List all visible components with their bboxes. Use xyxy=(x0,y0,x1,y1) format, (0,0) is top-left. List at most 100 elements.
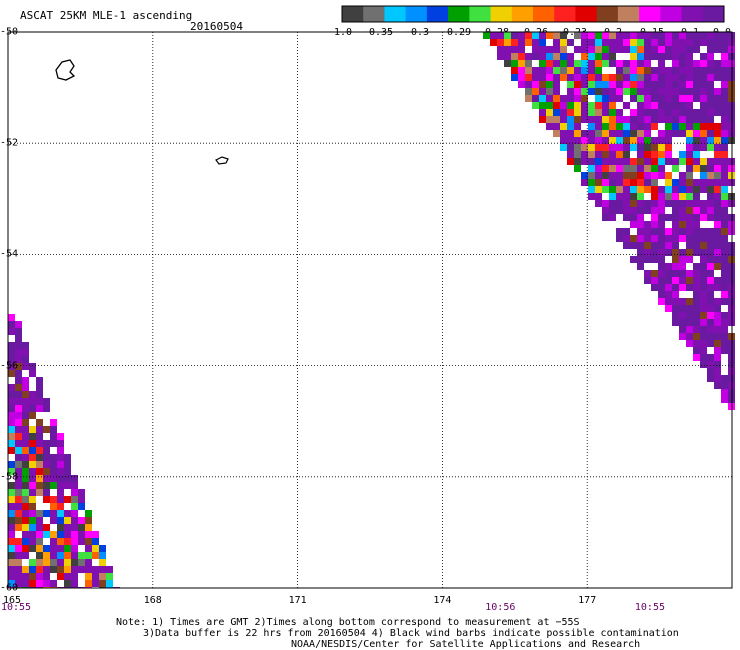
swath-pixel xyxy=(630,256,637,263)
island-outline xyxy=(55,59,76,81)
swath-pixel xyxy=(714,312,721,319)
swath-pixel xyxy=(553,32,560,39)
swath-pixel xyxy=(665,291,672,298)
swath-pixel xyxy=(707,179,714,186)
swath-pixel xyxy=(637,32,644,39)
swath-pixel xyxy=(546,123,553,130)
swath-pixel xyxy=(92,566,99,573)
swath-pixel xyxy=(644,228,651,235)
swath-pixel xyxy=(511,67,518,74)
swath-pixel xyxy=(588,88,595,95)
swath-pixel xyxy=(686,277,693,284)
swath-pixel xyxy=(43,580,50,587)
swath-pixel xyxy=(721,249,728,256)
swath-pixel xyxy=(15,370,22,377)
swath-pixel xyxy=(546,32,553,39)
swath-pixel xyxy=(43,559,50,566)
swath-pixel xyxy=(672,228,679,235)
swath-pixel xyxy=(700,60,707,67)
swath-pixel xyxy=(43,426,50,433)
swath-pixel xyxy=(43,552,50,559)
swath-pixel xyxy=(567,67,574,74)
swath-pixel xyxy=(651,109,658,116)
time-label: 10:55 xyxy=(0,602,32,613)
swath-pixel xyxy=(553,39,560,46)
swath-pixel xyxy=(707,368,714,375)
swath-pixel xyxy=(532,81,539,88)
swath-pixel xyxy=(71,559,78,566)
swath-pixel xyxy=(8,363,15,370)
swath-pixel xyxy=(700,228,707,235)
swath-pixel xyxy=(560,137,567,144)
swath-pixel xyxy=(581,39,588,46)
swath-pixel xyxy=(29,489,36,496)
swath-pixel xyxy=(595,53,602,60)
swath-pixel xyxy=(679,207,686,214)
swath-pixel xyxy=(686,165,693,172)
swath-pixel xyxy=(651,158,658,165)
swath-pixel xyxy=(623,137,630,144)
swath-pixel xyxy=(22,433,29,440)
swath-pixel xyxy=(714,340,721,347)
swath-pixel xyxy=(707,39,714,46)
swath-pixel xyxy=(623,207,630,214)
swath-pixel xyxy=(546,53,553,60)
swath-pixel xyxy=(8,573,15,580)
swath-pixel xyxy=(721,291,728,298)
swath-pixel xyxy=(15,573,22,580)
swath-pixel xyxy=(57,461,64,468)
swath-pixel xyxy=(15,426,22,433)
swath-pixel xyxy=(532,102,539,109)
swath-pixel xyxy=(714,130,721,137)
swath-pixel xyxy=(29,468,36,475)
swath-pixel xyxy=(36,573,43,580)
swath-pixel xyxy=(707,228,714,235)
swath-pixel xyxy=(546,46,553,53)
swath-pixel xyxy=(15,363,22,370)
swath-pixel xyxy=(707,200,714,207)
swath-pixel xyxy=(644,179,651,186)
swath-pixel xyxy=(707,109,714,116)
swath-pixel xyxy=(616,32,623,39)
swath-pixel xyxy=(651,193,658,200)
swath-pixel xyxy=(651,179,658,186)
swath-pixel xyxy=(679,179,686,186)
swath-pixel xyxy=(630,242,637,249)
swath-pixel xyxy=(630,172,637,179)
swath-pixel xyxy=(71,573,78,580)
swath-pixel xyxy=(36,461,43,468)
colorbar-swatch xyxy=(575,6,598,22)
swath-pixel xyxy=(85,545,92,552)
swath-pixel xyxy=(693,179,700,186)
swath-pixel xyxy=(64,454,71,461)
swath-pixel xyxy=(71,531,78,538)
swath-pixel xyxy=(693,235,700,242)
swath-pixel xyxy=(700,102,707,109)
swath-pixel xyxy=(623,165,630,172)
swath-pixel xyxy=(714,158,721,165)
swath-pixel xyxy=(560,144,567,151)
swath-pixel xyxy=(43,482,50,489)
swath-pixel xyxy=(609,172,616,179)
swath-pixel xyxy=(700,333,707,340)
swath-pixel xyxy=(672,312,679,319)
swath-pixel xyxy=(588,109,595,116)
swath-pixel xyxy=(609,151,616,158)
swath-pixel xyxy=(8,440,15,447)
swath-pixel xyxy=(665,179,672,186)
swath-pixel xyxy=(658,277,665,284)
swath-pixel xyxy=(602,32,609,39)
swath-pixel xyxy=(707,67,714,74)
swath-pixel xyxy=(686,270,693,277)
swath-pixel xyxy=(57,454,64,461)
swath-pixel xyxy=(679,235,686,242)
swath-pixel xyxy=(595,144,602,151)
swath-pixel xyxy=(637,144,644,151)
swath-pixel xyxy=(658,81,665,88)
swath-pixel xyxy=(616,116,623,123)
swath-pixel xyxy=(707,235,714,242)
swath-pixel xyxy=(686,95,693,102)
swath-pixel xyxy=(50,440,57,447)
swath-pixel xyxy=(714,46,721,53)
swath-pixel xyxy=(532,53,539,60)
